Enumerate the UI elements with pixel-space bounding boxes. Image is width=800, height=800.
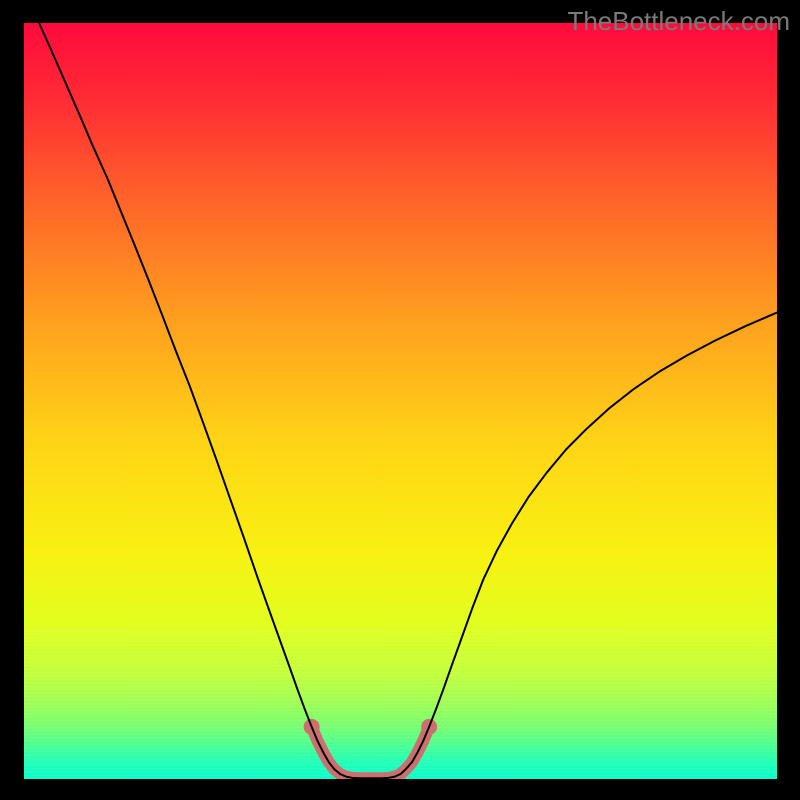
watermark-text: TheBottleneck.com [567,6,790,37]
plot-svg [24,23,777,779]
chart-stage: TheBottleneck.com [0,0,800,800]
plot-area [24,23,777,779]
